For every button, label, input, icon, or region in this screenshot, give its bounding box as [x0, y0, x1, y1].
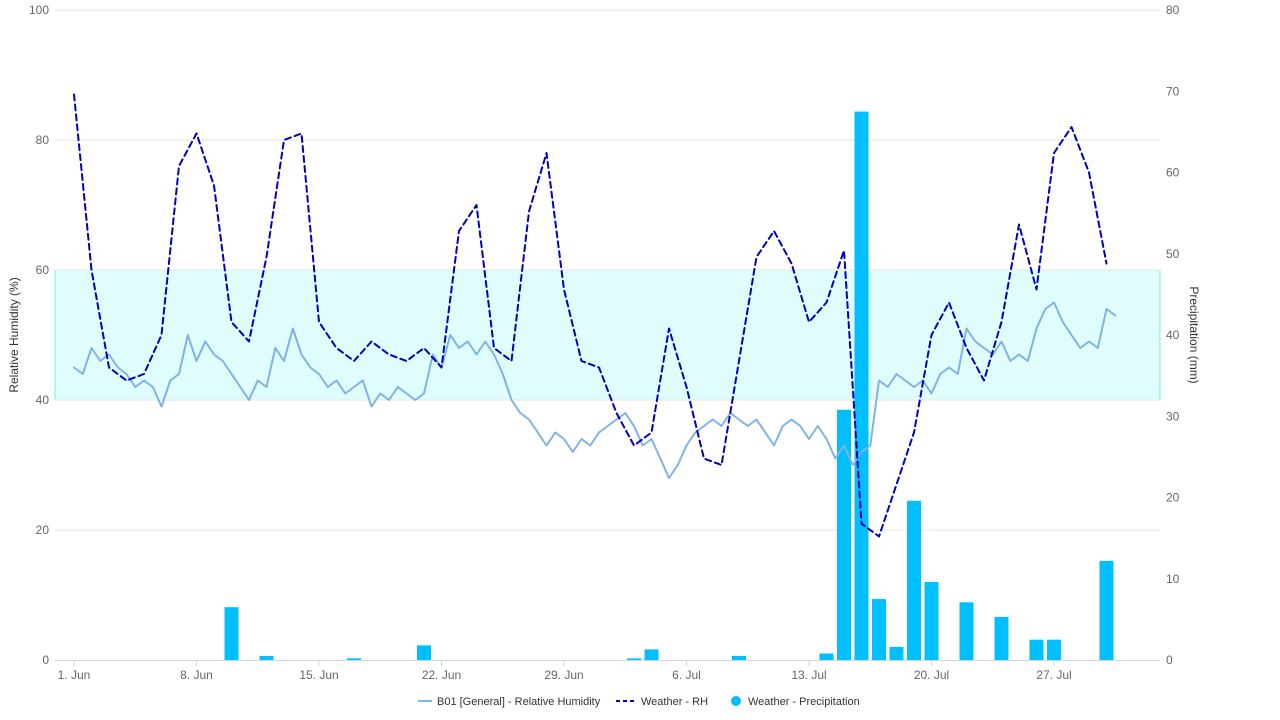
y-left-tick-label: 0	[42, 653, 49, 667]
x-tick-label: 6. Jul	[672, 668, 701, 682]
y-axis-left-title: Relative Humidity (%)	[7, 277, 21, 392]
precip-bar[interactable]	[644, 649, 659, 660]
precip-bar[interactable]	[819, 653, 834, 661]
y-left-tick-label: 80	[36, 133, 50, 147]
y-left-tick-label: 60	[36, 263, 50, 277]
series-line-0[interactable]	[73, 301, 1117, 479]
y-left-tick-label: 100	[29, 3, 49, 17]
legend-label-weather-rh: Weather - RH	[641, 696, 708, 708]
precip-bar[interactable]	[1029, 639, 1044, 660]
precip-bar[interactable]	[924, 582, 939, 660]
legend-label-b01-rh: B01 [General] - Relative Humidity	[437, 696, 601, 708]
x-tick-label: 22. Jun	[422, 668, 461, 682]
y-left-tick-label: 40	[36, 393, 50, 407]
legend-label-weather-precip: Weather - Precipitation	[748, 696, 860, 708]
precip-bar[interactable]	[1099, 560, 1114, 660]
x-tick-label: 13. Jul	[791, 668, 826, 682]
precip-bar[interactable]	[259, 655, 274, 660]
x-tick-label: 29. Jun	[544, 668, 583, 682]
y-right-tick-label: 40	[1166, 328, 1180, 342]
precip-bar[interactable]	[854, 111, 869, 660]
y-right-tick-label: 80	[1166, 3, 1180, 17]
y-right-tick-label: 30	[1166, 409, 1180, 423]
precip-bar[interactable]	[732, 655, 746, 660]
precipitation-bars	[224, 111, 1114, 661]
legend-item-weather-rh[interactable]: Weather - RH	[616, 696, 708, 708]
precip-bar[interactable]	[837, 409, 851, 660]
precip-bar[interactable]	[959, 602, 974, 660]
precip-bar[interactable]	[224, 607, 239, 660]
precip-bar[interactable]	[627, 658, 641, 660]
precip-bar[interactable]	[347, 658, 361, 660]
axes: 0 20 40 60 80 100 0 10 20 30 40 50 60 70 80 1. Jun 8. Ju…	[29, 3, 1180, 682]
precip-bar[interactable]	[907, 500, 921, 660]
y-left-tick-label: 20	[36, 523, 50, 537]
y-axis-right-title: Precipitation (mm)	[1187, 286, 1201, 383]
target-humidity-band	[54, 269, 1161, 401]
series-line-1[interactable]	[73, 93, 1108, 538]
legend-item-weather-precip[interactable]: Weather - Precipitation	[731, 696, 860, 708]
series-lines	[73, 93, 1117, 538]
precip-bar[interactable]	[417, 645, 431, 660]
band-rect	[54, 269, 1161, 401]
x-tick-label: 1. Jun	[58, 668, 91, 682]
precip-bar[interactable]	[1047, 639, 1061, 660]
grid-lines	[55, 9, 1160, 531]
y-right-tick-label: 50	[1166, 247, 1180, 261]
legend: B01 [General] - Relative Humidity Weathe…	[418, 696, 860, 708]
precip-bar[interactable]	[994, 616, 1009, 660]
legend-swatch-circle	[731, 696, 741, 706]
y-right-tick-label: 0	[1166, 653, 1173, 667]
x-tick-label: 15. Jun	[299, 668, 338, 682]
legend-item-b01-rh[interactable]: B01 [General] - Relative Humidity	[418, 696, 601, 708]
precip-bar[interactable]	[872, 599, 886, 660]
x-tick-label: 8. Jun	[180, 668, 213, 682]
x-tick-label: 20. Jul	[914, 668, 949, 682]
precip-bar[interactable]	[889, 647, 904, 660]
y-right-tick-label: 20	[1166, 491, 1180, 505]
y-right-tick-label: 10	[1166, 572, 1180, 586]
x-tick-label: 27. Jul	[1036, 668, 1071, 682]
y-right-tick-label: 70	[1166, 84, 1180, 98]
y-right-tick-label: 60	[1166, 166, 1180, 180]
